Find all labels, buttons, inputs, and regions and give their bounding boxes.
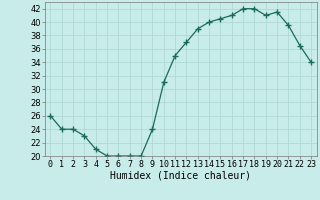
X-axis label: Humidex (Indice chaleur): Humidex (Indice chaleur): [110, 171, 251, 181]
